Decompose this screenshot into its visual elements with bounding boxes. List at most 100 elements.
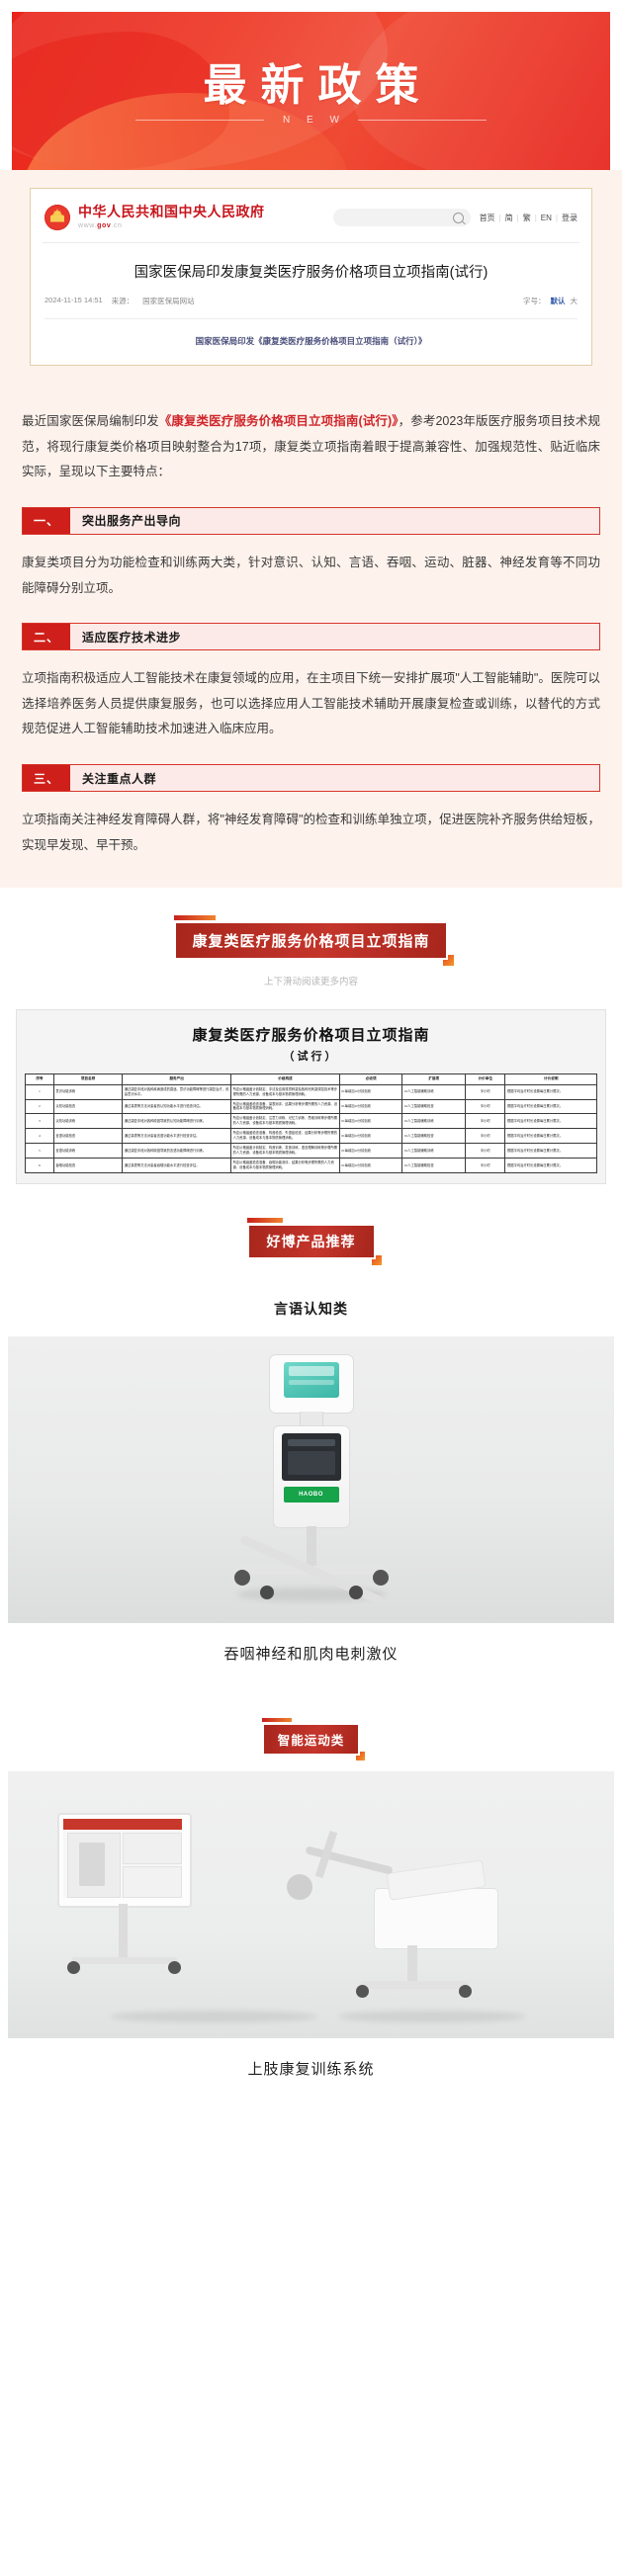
fontsize-label: 字号：	[523, 297, 546, 306]
table-row: 5 言语功能训练 通过康复手段对各种原因导致的言语功能障碍进行训练。 所定价格涵盖计划…	[25, 1143, 597, 1159]
category-accent-dot-2	[356, 1751, 366, 1760]
cell-note: 根据平均治疗时长设置每日累计限次。	[504, 1143, 597, 1159]
hero-decor-shape-2	[353, 12, 610, 170]
cell-unit: 半小时	[465, 1128, 506, 1145]
device2-shadow-left	[110, 2010, 318, 2022]
gov-nav-simplified[interactable]: 简	[504, 213, 513, 222]
cell-no: 2	[25, 1098, 54, 1115]
trainer-base	[360, 1980, 469, 1989]
cell-must: 01每增加10分钟加收	[338, 1113, 403, 1130]
screen-right-panel-bottom	[123, 1865, 182, 1898]
gov-brand-text: 中华人民共和国中央人民政府 www.gov.cn	[78, 205, 265, 229]
cell-unit: 半小时	[465, 1083, 506, 1100]
col-must: 必收项	[338, 1073, 403, 1085]
cell-name: 认知功能训练	[52, 1113, 124, 1130]
product-name-1: 吞咽神经和肌肉电刺激仪	[223, 1645, 399, 1663]
fontsize-large-option[interactable]: 大	[570, 297, 578, 306]
gov-search-input[interactable]	[332, 209, 471, 226]
cell-price: 所定价格涵盖检查准备、吞咽功能测评、结果分析等步骤所需的人力资源、设备成本与基本…	[230, 1158, 340, 1173]
recommend-plate-section: 好博产品推荐	[0, 1183, 622, 1265]
section-title-1: 突出服务产出导向	[82, 514, 182, 529]
gov-nav-traditional[interactable]: 繁	[522, 213, 531, 222]
device-caster-left	[233, 1569, 250, 1586]
guide-plate-section: 康复类医疗服务价格项目立项指南 上下滑动阅读更多内容	[0, 888, 622, 998]
table-header-row: 序号 项目名称 服务产出 价格构成 必收项 扩展项 计价单位 计价说明	[25, 1073, 597, 1085]
cell-note: 根据平均治疗时长设置每日累计限次。	[504, 1113, 597, 1130]
gov-brand-name: 中华人民共和国中央人民政府	[78, 204, 265, 220]
cell-ext: 01人工智能辅助检查	[401, 1158, 467, 1173]
cell-unit: 半小时	[465, 1143, 506, 1159]
trainer-caster-left	[356, 1984, 369, 1998]
fontsize-default-option[interactable]: 默认	[550, 297, 566, 306]
product-photo-1[interactable]: HAOBO	[8, 1335, 614, 1623]
cell-must: 01每增加10分钟加收	[338, 1128, 403, 1145]
gov-website-card: 中华人民共和国中央人民政府 www.gov.cn 首页 | 简 | 繁 |	[30, 188, 592, 367]
gov-article-meta: 2024-11-15 14:51 来源： 国家医保局网站 字号： 默认 大	[31, 296, 591, 318]
guide-table-title: 康复类医疗服务价格项目立项指南	[192, 1028, 430, 1045]
intro-text-1: 最近国家医保局编制印发	[22, 414, 159, 429]
product-name-2: 上肢康复训练系统	[247, 2060, 375, 2078]
table-row: 2 认知功能检查 通过量表等方法对患者的认知功能水平进行检查评估。 所定价格涵盖检查准…	[25, 1098, 597, 1115]
gov-document-reference: 国家医保局印发《康复类医疗服务价格项目立项指南（试行）》	[195, 336, 427, 347]
device-caster-front-left	[259, 1585, 274, 1599]
cell-note: 根据平均治疗时长设置每日累计限次。	[504, 1083, 597, 1100]
brand-label-1: HAOBO	[283, 1486, 339, 1503]
screen-cart-caster-left	[67, 1960, 80, 1974]
section-header-2: 二、 适应医疗技术进步	[22, 623, 600, 651]
col-price: 价格构成	[230, 1073, 340, 1085]
search-icon[interactable]	[452, 212, 464, 223]
gov-nav-en[interactable]: EN	[540, 213, 552, 222]
product-photo-2[interactable]	[8, 1770, 614, 2038]
nav-separator: |	[555, 213, 558, 222]
cell-unit: 半小时	[465, 1158, 506, 1173]
recommend-plate: 好博产品推荐	[246, 1217, 382, 1265]
guide-plate: 康复类医疗服务价格项目立项指南	[174, 915, 454, 967]
device-caster-front-right	[348, 1585, 363, 1599]
intro-paragraph: 最近国家医保局编制印发《康复类医疗服务价格项目立项指南(试行)》，参考2023年…	[22, 409, 600, 485]
guide-table-card[interactable]: 康复类医疗服务价格项目立项指南 （试行） 序号 项目名称 服务产出 价格构成 必…	[16, 1009, 606, 1184]
gov-nav-login[interactable]: 登录	[562, 213, 578, 222]
gov-brand[interactable]: 中华人民共和国中央人民政府 www.gov.cn	[44, 205, 265, 230]
cell-price: 所定价格涵盖检查准备、量表测评、结果分析等步骤所需的人力资源、设备成本与基本物质…	[230, 1098, 340, 1115]
intro-text-2: ，参考2023年版医疗服务项目技术规范，将现行康复类价格项目映射整合为17项，康…	[22, 414, 600, 479]
gov-meta-right: 字号： 默认 大	[523, 296, 578, 306]
cell-name: 言语功能训练	[52, 1143, 124, 1159]
section-body-1: 康复类项目分为功能检查和训练两大类，针对意识、认知、言语、吞咽、运动、脏器、神经…	[22, 555, 600, 595]
cell-unit: 半小时	[465, 1098, 506, 1115]
article-body: 最近国家医保局编制印发《康复类医疗服务价格项目立项指南(试行)》，参考2023年…	[0, 387, 622, 889]
cell-output: 通过量表等方法对患者的认知功能水平进行检查评估。	[122, 1098, 232, 1115]
device-caster-right	[372, 1569, 389, 1586]
trainer-caster-right	[459, 1984, 472, 1998]
gov-card-wrapper: 中华人民共和国中央人民政府 www.gov.cn 首页 | 简 | 繁 |	[0, 170, 622, 388]
screen-right-panel-top	[123, 1832, 182, 1864]
screen-cart-caster-right	[168, 1960, 181, 1974]
guide-plate-title: 康复类医疗服务价格项目立项指南	[174, 921, 448, 961]
section-header-3: 三、 关注重点人群	[22, 764, 600, 793]
gov-nav: 首页 | 简 | 繁 | EN | 登录	[480, 213, 578, 223]
cell-output: 通过康复手段对各种原因导致的言语功能障碍进行训练。	[122, 1143, 232, 1159]
section-header-1: 一、 突出服务产出导向	[22, 506, 600, 535]
intro-highlight: 《康复类医疗服务价格项目立项指南(试行)》	[158, 414, 399, 429]
device-screen-row	[288, 1379, 334, 1385]
cell-note: 根据平均治疗时长设置每日累计限次。	[504, 1158, 597, 1173]
cell-ext: 01人工智能辅助训练	[401, 1083, 467, 1100]
category-badge-2: 智能运动类	[261, 1717, 366, 1760]
cell-name: 认知功能检查	[52, 1098, 124, 1115]
cell-price: 所定价格涵盖计划制定、注意力训练、记忆力训练、思维训练等步骤所需的人力资源、设备…	[230, 1113, 340, 1130]
cell-price: 所定价格涵盖检查准备、构音检查、失语症检查、结果分析等步骤所需的人力资源、设备成…	[230, 1128, 340, 1145]
nav-separator: |	[516, 213, 519, 222]
cell-must: 01每增加10分钟加收	[338, 1098, 403, 1115]
cell-ext: 01人工智能辅助训练	[401, 1113, 467, 1130]
device-pole	[306, 1525, 316, 1570]
device-panel-display	[287, 1438, 335, 1446]
cell-name: 意识功能训练	[52, 1083, 124, 1100]
category-badge-wrap-2: 智能运动类	[0, 1717, 622, 1760]
screen-cart-pole	[119, 1903, 128, 1959]
plate-accent-dot	[442, 955, 454, 967]
hero-subtitle: N E W	[283, 115, 346, 126]
gov-nav-home[interactable]: 首页	[479, 213, 495, 222]
trainer-pole	[407, 1944, 417, 1985]
section-body-2: 立项指南积极适应人工智能技术在康复领域的应用，在主项目下统一安排扩展项"人工智能…	[22, 671, 600, 736]
col-note: 计价说明	[504, 1073, 597, 1085]
category-title-1: 言语认知类	[274, 1300, 348, 1317]
